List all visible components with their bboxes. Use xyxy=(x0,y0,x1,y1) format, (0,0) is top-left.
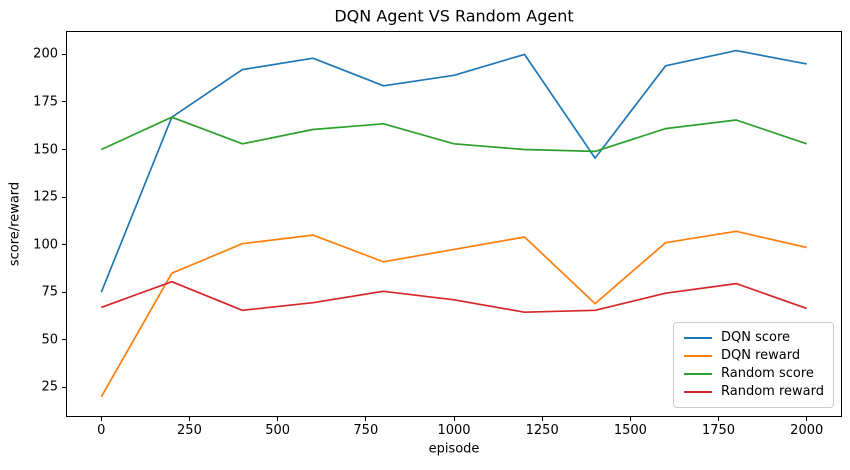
legend-item-random-reward: Random reward xyxy=(684,383,824,401)
series-line-random-reward xyxy=(101,280,807,314)
x-tick-label: 1000 xyxy=(437,423,471,438)
y-tick-mark xyxy=(62,339,66,341)
x-tick-mark xyxy=(541,417,543,421)
y-tick-label: 175 xyxy=(33,94,58,110)
x-tick-mark xyxy=(718,417,720,421)
x-tick-label: 750 xyxy=(353,423,379,438)
y-tick-mark xyxy=(62,244,66,246)
x-tick-mark xyxy=(453,417,455,421)
y-tick-mark xyxy=(62,196,66,198)
legend-item-dqn-score: DQN score xyxy=(684,329,823,347)
legend-line-sample-icon xyxy=(684,337,712,339)
x-tick-mark xyxy=(188,417,190,421)
x-tick-mark xyxy=(100,417,102,421)
plot-area xyxy=(66,31,842,417)
y-tick-label: 125 xyxy=(33,189,58,205)
legend-line-sample-icon xyxy=(684,391,712,393)
y-tick-label: 200 xyxy=(33,46,58,62)
y-tick-label: 25 xyxy=(41,379,58,395)
legend-label: DQN score xyxy=(721,330,791,345)
x-tick-mark xyxy=(629,417,631,421)
legend-label: DQN reward xyxy=(721,348,801,363)
y-tick-mark xyxy=(62,149,66,151)
y-tick-label: 50 xyxy=(41,332,58,348)
y-tick-label: 100 xyxy=(33,237,58,253)
x-tick-label: 1500 xyxy=(613,423,647,438)
y-tick-mark xyxy=(62,291,66,293)
x-tick-label: 250 xyxy=(177,423,202,438)
legend-line-sample-icon xyxy=(684,355,712,357)
legend-item-dqn-reward: DQN reward xyxy=(684,347,823,365)
y-tick-mark xyxy=(62,386,66,388)
y-tick-label: 75 xyxy=(41,284,58,300)
y-axis-label: score/reward xyxy=(7,181,23,267)
legend-label: Random score xyxy=(721,366,814,381)
chart-title: DQN Agent VS Random Agent xyxy=(334,6,574,26)
y-tick-label: 150 xyxy=(33,142,58,158)
x-tick-label: 2000 xyxy=(790,423,824,438)
x-tick-label: 0 xyxy=(97,423,106,438)
x-tick-mark xyxy=(277,417,279,421)
legend-line-sample-icon xyxy=(684,373,712,375)
series-line-random-score xyxy=(100,116,807,153)
x-tick-mark xyxy=(365,417,367,421)
legend-label: Random reward xyxy=(721,384,824,399)
y-tick-mark xyxy=(62,53,66,55)
plot-svg xyxy=(100,49,807,398)
x-axis-label: episode xyxy=(428,441,480,457)
x-tick-label: 1750 xyxy=(701,423,736,438)
x-tick-label: 500 xyxy=(265,423,291,438)
series-line-dqn-reward xyxy=(100,230,807,398)
legend-item-random-score: Random score xyxy=(684,365,823,383)
series-line-dqn-score xyxy=(100,49,807,293)
x-tick-mark xyxy=(806,417,808,421)
legend: DQN score DQN reward Random score Random… xyxy=(673,322,834,408)
y-tick-mark xyxy=(62,101,66,103)
x-tick-label: 1250 xyxy=(525,423,559,438)
